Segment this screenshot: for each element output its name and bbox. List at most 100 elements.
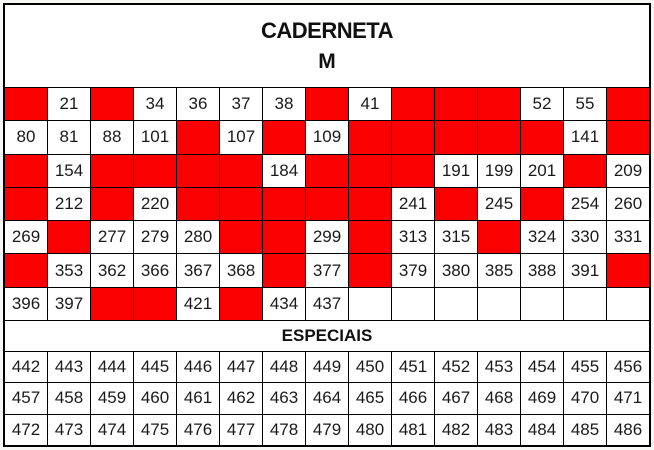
number-cell: 454 <box>521 352 563 383</box>
number-cell: 456 <box>607 352 649 383</box>
number-cell: 362 <box>91 254 133 287</box>
number-cell: 421 <box>177 287 219 320</box>
red-cell <box>263 254 305 287</box>
empty-cell <box>435 287 477 320</box>
number-cell: 260 <box>607 187 649 221</box>
number-cell: 458 <box>48 383 90 414</box>
red-cell <box>435 121 477 154</box>
red-cell <box>134 287 176 320</box>
red-cell <box>435 88 477 121</box>
red-cell <box>5 187 47 221</box>
number-cell: 330 <box>564 221 606 254</box>
number-cell: 445 <box>134 352 176 383</box>
red-cell <box>478 221 520 254</box>
number-cell: 36 <box>177 88 219 121</box>
number-cell: 474 <box>91 414 133 445</box>
number-cell: 209 <box>607 154 649 187</box>
number-cell: 485 <box>564 414 606 445</box>
number-cell: 443 <box>48 352 90 383</box>
number-cell: 141 <box>564 121 606 154</box>
red-cell <box>349 121 391 154</box>
number-cell: 391 <box>564 254 606 287</box>
red-cell <box>349 254 391 287</box>
red-cell <box>48 221 90 254</box>
number-cell: 448 <box>263 352 305 383</box>
title-line-1: CADERNETA <box>261 18 393 43</box>
red-cell <box>607 88 649 121</box>
red-cell <box>607 254 649 287</box>
number-cell: 470 <box>564 383 606 414</box>
number-cell: 473 <box>48 414 90 445</box>
number-cell: 457 <box>5 383 47 414</box>
red-cell <box>177 121 219 154</box>
red-cell <box>521 121 563 154</box>
number-cell: 471 <box>607 383 649 414</box>
number-cell: 388 <box>521 254 563 287</box>
number-cell: 451 <box>392 352 434 383</box>
number-cell: 464 <box>306 383 348 414</box>
number-cell: 449 <box>306 352 348 383</box>
number-cell: 324 <box>521 221 563 254</box>
red-cell <box>177 187 219 221</box>
number-cell: 476 <box>177 414 219 445</box>
red-cell <box>5 254 47 287</box>
red-cell <box>91 88 133 121</box>
number-cell: 447 <box>220 352 262 383</box>
number-cell: 299 <box>306 221 348 254</box>
empty-cell <box>521 287 563 320</box>
especiais-header: ESPECIAIS <box>5 320 649 352</box>
number-cell: 331 <box>607 221 649 254</box>
empty-cell <box>478 287 520 320</box>
red-cell <box>392 154 434 187</box>
number-cell: 21 <box>48 88 90 121</box>
empty-cell <box>349 287 391 320</box>
title-line-2: M <box>318 50 336 73</box>
red-cell <box>521 187 563 221</box>
red-cell <box>392 88 434 121</box>
number-cell: 277 <box>91 221 133 254</box>
empty-cell <box>564 287 606 320</box>
number-cell: 444 <box>91 352 133 383</box>
number-cell: 453 <box>478 352 520 383</box>
number-cell: 460 <box>134 383 176 414</box>
empty-cell <box>392 287 434 320</box>
red-cell <box>220 154 262 187</box>
number-cell: 101 <box>134 121 176 154</box>
number-cell: 480 <box>349 414 391 445</box>
number-cell: 353 <box>48 254 90 287</box>
number-cell: 34 <box>134 88 176 121</box>
number-cell: 107 <box>220 121 262 154</box>
number-cell: 279 <box>134 221 176 254</box>
red-cell <box>478 88 520 121</box>
number-cell: 475 <box>134 414 176 445</box>
number-cell: 482 <box>435 414 477 445</box>
number-cell: 442 <box>5 352 47 383</box>
number-cell: 55 <box>564 88 606 121</box>
number-cell: 38 <box>263 88 305 121</box>
red-cell <box>263 121 305 154</box>
number-cell: 434 <box>263 287 305 320</box>
red-cell <box>91 154 133 187</box>
number-cell: 367 <box>177 254 219 287</box>
red-cell <box>349 154 391 187</box>
number-cell: 80 <box>5 121 47 154</box>
red-cell <box>306 88 348 121</box>
number-cell: 481 <box>392 414 434 445</box>
number-cell: 450 <box>349 352 391 383</box>
number-cell: 478 <box>263 414 305 445</box>
number-cell: 380 <box>435 254 477 287</box>
red-cell <box>349 221 391 254</box>
number-cell: 184 <box>263 154 305 187</box>
red-cell <box>392 121 434 154</box>
red-cell <box>478 121 520 154</box>
number-cell: 486 <box>607 414 649 445</box>
red-cell <box>220 221 262 254</box>
number-cell: 469 <box>521 383 563 414</box>
number-cell: 462 <box>220 383 262 414</box>
red-cell <box>91 287 133 320</box>
page-title: CADERNETA M <box>5 5 649 87</box>
number-cell: 467 <box>435 383 477 414</box>
number-cell: 212 <box>48 187 90 221</box>
number-cell: 220 <box>134 187 176 221</box>
number-cell: 385 <box>478 254 520 287</box>
